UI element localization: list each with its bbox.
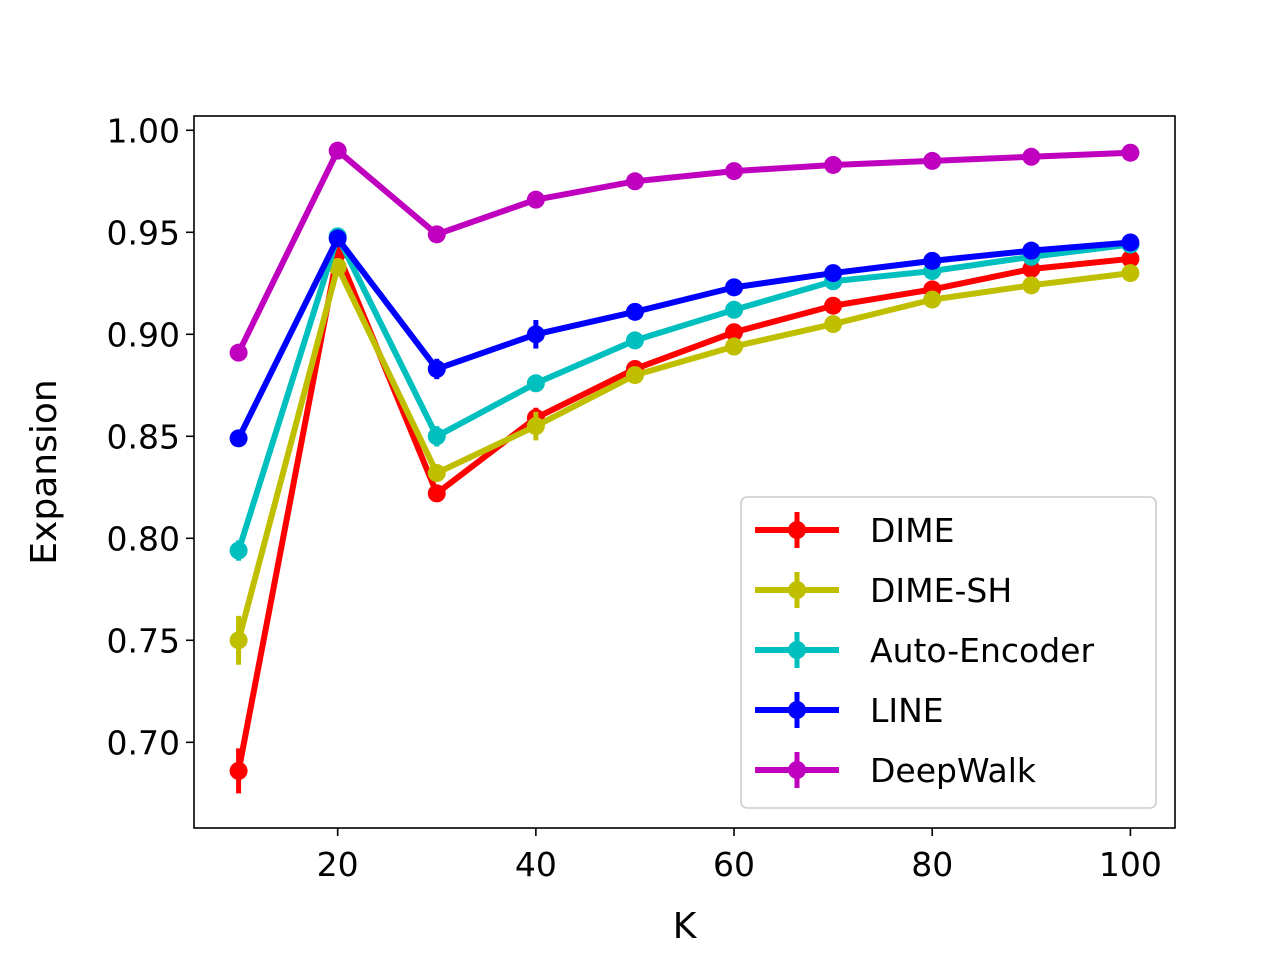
data-point [824,264,843,283]
legend-marker [788,521,806,539]
data-point [1022,147,1041,166]
data-point [427,225,446,244]
data-point [526,374,545,393]
series-line [229,229,1140,448]
data-point [725,300,744,319]
data-point [923,290,942,309]
x-tick-label: 20 [317,845,359,884]
y-tick-label: 0.85 [107,417,180,456]
y-tick-label: 0.75 [107,621,180,660]
y-tick-label: 0.70 [107,723,180,762]
legend-item: DIME [755,511,954,550]
x-tick-label: 60 [713,845,755,884]
data-point [1121,249,1140,268]
x-tick-label: 100 [1099,845,1162,884]
data-point [229,761,248,780]
y-tick-label: 0.80 [107,519,180,558]
legend-item: Auto-Encoder [755,631,1094,670]
data-point [427,359,446,378]
y-tick-label: 0.90 [107,315,180,354]
data-point [923,151,942,170]
data-point [625,172,644,191]
data-point [625,331,644,350]
y-tick-label: 0.95 [107,213,180,252]
data-point [328,257,347,276]
data-point [229,631,248,650]
legend-label: DeepWalk [870,751,1037,790]
data-point [427,427,446,446]
data-point [725,337,744,356]
data-point [229,429,248,448]
data-point [1121,264,1140,283]
series-dime-sh [229,257,1140,665]
series-deepwalk [229,141,1140,362]
data-point [824,296,843,315]
data-point [725,323,744,342]
data-point [328,229,347,248]
data-point [625,302,644,321]
series-layer [229,141,1140,794]
x-tick-label: 80 [911,845,953,884]
data-point [1121,143,1140,162]
data-point [427,464,446,483]
data-point [625,366,644,385]
legend-label: DIME-SH [870,571,1012,610]
data-point [1022,241,1041,260]
y-axis-title: Expansion [24,379,65,564]
data-point [923,251,942,270]
x-tick-label: 40 [515,845,557,884]
data-point [725,278,744,297]
data-point [229,541,248,560]
legend-marker [788,641,806,659]
series-line-dime-sh [235,263,1134,644]
y-tick-label: 1.00 [107,111,180,150]
data-point [1121,233,1140,252]
data-point [229,343,248,362]
legend-marker [788,761,806,779]
legend-item: LINE [755,691,944,730]
data-point [725,162,744,181]
series-line-auto-encoder [235,233,1134,554]
data-point [526,190,545,209]
data-point [526,417,545,436]
data-point [526,325,545,344]
legend-item: DIME-SH [755,571,1012,610]
data-point [328,141,347,160]
data-point [824,155,843,174]
legend-label: LINE [870,691,944,730]
data-point [427,484,446,503]
y-axis: 0.70 0.75 0.80 0.85 0.90 0.95 1.00 [107,111,194,762]
legend-marker [788,581,806,599]
series-line-deepwalk [235,147,1134,356]
x-axis: 20 40 60 80 100 [317,828,1162,884]
legend-label: Auto-Encoder [870,631,1094,670]
x-axis-title: K [673,906,698,947]
legend-item: DeepWalk [755,751,1037,790]
legend-marker [788,701,806,719]
legend: DIME DIME-SH Auto-Encoder LINE DeepWalk [740,496,1157,809]
legend-box [740,496,1157,809]
series-line-line [235,235,1134,442]
data-point [1022,276,1041,295]
data-point [824,315,843,334]
plot-frame [193,115,1176,829]
legend-label: DIME [870,511,954,550]
